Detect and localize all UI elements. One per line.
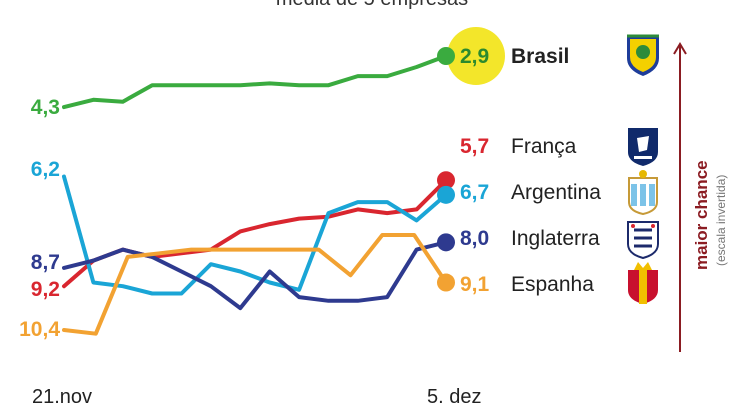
- series-name-argentina: Argentina: [511, 181, 601, 204]
- end-label-franca: 5,7: [460, 135, 489, 158]
- fff-rooster-crest-icon: [628, 128, 658, 166]
- end-point-espanha: [437, 273, 455, 292]
- series-line-inglaterra: [62, 240, 448, 311]
- axis-title: maior chance: [692, 160, 711, 270]
- end-label-argentina: 6,7: [460, 181, 489, 204]
- afa-crest-icon: [628, 170, 658, 216]
- series-name-franca: França: [511, 135, 577, 158]
- end-label-inglaterra: 8,0: [460, 227, 489, 250]
- series-line-espanha: [62, 233, 448, 336]
- labels-layer: 4,3 2,9 Brasil 9,2 5,7 França 6,2 6,7 Argentina 8…: [19, 45, 601, 408]
- x-tick-label-start: 21.nov: [32, 386, 92, 408]
- end-point-franca: [437, 171, 455, 190]
- brasil-highlight-circle: [447, 27, 505, 85]
- start-label-inglaterra: 8,7: [31, 251, 60, 274]
- fa-three-lions-crest-icon: [627, 221, 659, 260]
- start-label-argentina: 6,2: [31, 158, 60, 181]
- x-tick-label-end: 5. dez: [427, 386, 481, 408]
- end-label-espanha: 9,1: [460, 273, 490, 296]
- start-label-espanha: 10,4: [19, 318, 60, 341]
- cbf-crest-icon: [627, 34, 659, 76]
- start-label-brasil: 4,3: [31, 96, 60, 119]
- series-name-inglaterra: Inglaterra: [511, 227, 600, 250]
- end-point-brasil: [437, 47, 455, 65]
- end-label-brasil: 2,9: [460, 45, 489, 68]
- end-point-inglaterra: [437, 233, 455, 252]
- axis-arrow: [673, 42, 687, 352]
- end-point-argentina: [437, 185, 455, 204]
- axis-subtitle: (escala invertida): [714, 175, 728, 266]
- series-name-espanha: Espanha: [511, 273, 594, 296]
- axis-arrowhead: [673, 42, 687, 55]
- series-line-brasil: [62, 54, 448, 110]
- series-name-brasil: Brasil: [511, 45, 569, 68]
- series-line-argentina: [62, 174, 448, 296]
- chart-subtitle: média de 5 empresas: [0, 0, 744, 11]
- rfef-crest-icon: [628, 262, 658, 304]
- start-label-franca: 9,2: [31, 278, 60, 301]
- series-layer: [62, 27, 505, 336]
